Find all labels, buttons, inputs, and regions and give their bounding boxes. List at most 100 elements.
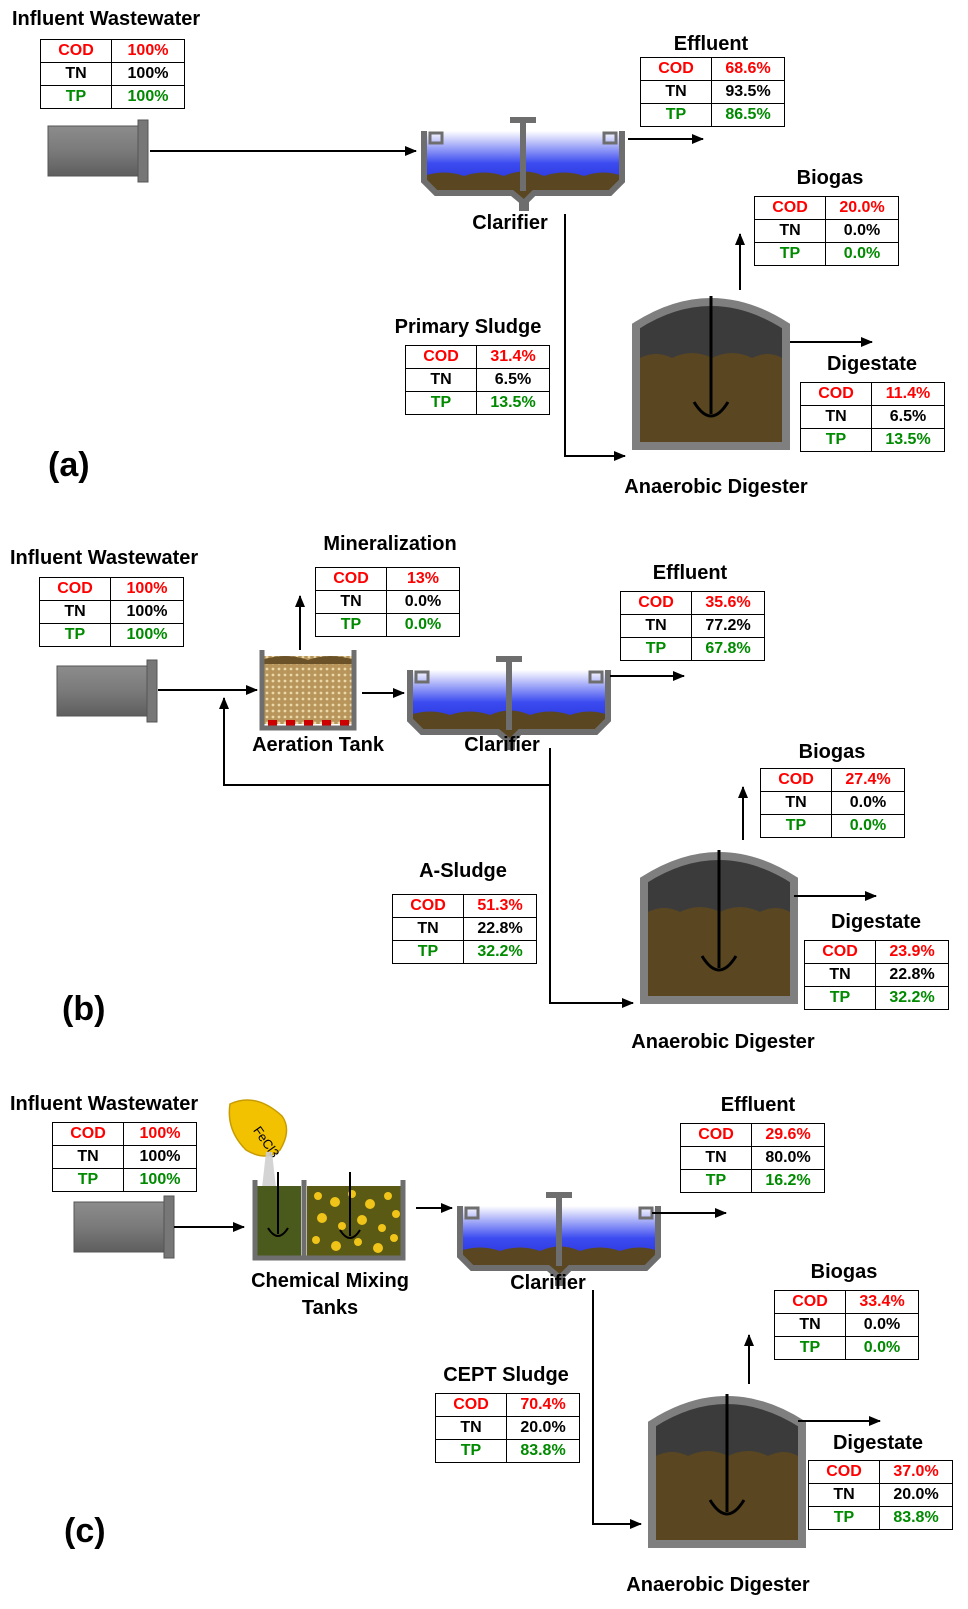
clarifier-label: Clarifier xyxy=(472,212,548,234)
tn-label: TN xyxy=(39,600,111,624)
cod-label: COD xyxy=(640,57,712,81)
tp-label: TP xyxy=(315,613,387,637)
tp-value: 83.8% xyxy=(879,1506,953,1530)
cod-value: 37.0% xyxy=(879,1460,953,1484)
pump-icon xyxy=(56,659,158,723)
clarifier-label: Clarifier xyxy=(464,734,540,756)
biogas-table: COD 27.4% TN 0.0% TP 0.0% xyxy=(760,768,905,838)
cod-value: 68.6% xyxy=(711,57,785,81)
tp-value: 13.5% xyxy=(476,391,550,415)
tn-value: 100% xyxy=(110,600,184,624)
digester-label: Anaerobic Digester xyxy=(631,1031,815,1053)
digester-icon xyxy=(644,850,794,1000)
pump-icon xyxy=(47,119,149,183)
panel-label: (b) xyxy=(62,990,106,1028)
cod-value: 33.4% xyxy=(845,1290,919,1314)
tn-label: TN xyxy=(435,1416,507,1440)
effluent-title: Effluent xyxy=(720,1094,796,1116)
influent-table: COD 100% TN 100% TP 100% xyxy=(52,1122,197,1192)
tp-label: TP xyxy=(435,1439,507,1463)
cod-value: 100% xyxy=(110,577,184,601)
tn-value: 22.8% xyxy=(463,917,537,941)
fecl3-bag-icon: FeCl3 xyxy=(228,1099,288,1188)
cod-label: COD xyxy=(754,196,826,220)
effluent-table: COD 68.6% TN 93.5% TP 86.5% xyxy=(640,57,785,127)
mixing-tanks-icon xyxy=(252,1172,406,1261)
cod-value: 70.4% xyxy=(506,1393,580,1417)
tp-value: 86.5% xyxy=(711,103,785,127)
tn-label: TN xyxy=(405,368,477,392)
effluent-title: Effluent xyxy=(652,562,728,584)
cod-value: 100% xyxy=(111,39,185,63)
panel-label: (a) xyxy=(48,446,90,484)
digester-label: Anaerobic Digester xyxy=(624,476,808,498)
tn-value: 0.0% xyxy=(386,590,460,614)
influent-table: COD 100% TN 100% TP 100% xyxy=(40,39,185,109)
clarifier-icon xyxy=(418,117,628,211)
mineralization-table: COD 13% TN 0.0% TP 0.0% xyxy=(315,567,460,637)
tp-value: 0.0% xyxy=(845,1336,919,1360)
tp-value: 0.0% xyxy=(386,613,460,637)
tp-label: TP xyxy=(754,242,826,266)
sludge-arrow xyxy=(549,785,634,1008)
panel-label: (c) xyxy=(64,1512,106,1550)
biogas-title: Biogas xyxy=(796,167,864,189)
cod-label: COD xyxy=(435,1393,507,1417)
tn-label: TN xyxy=(800,405,872,429)
aeration-label: Aeration Tank xyxy=(252,734,384,756)
cod-value: 31.4% xyxy=(476,345,550,369)
tn-label: TN xyxy=(804,963,876,987)
tp-value: 83.8% xyxy=(506,1439,580,1463)
tp-value: 32.2% xyxy=(875,986,949,1010)
effluent-table: COD 35.6% TN 77.2% TP 67.8% xyxy=(620,591,765,661)
biogas-title: Biogas xyxy=(798,741,866,763)
digestate-table: COD 23.9% TN 22.8% TP 32.2% xyxy=(804,940,949,1010)
digestate-title: Digestate xyxy=(830,911,922,933)
tn-value: 20.0% xyxy=(879,1483,953,1507)
sludge-title: A-Sludge xyxy=(419,860,507,882)
recycle-arrow xyxy=(219,697,551,786)
tn-value: 22.8% xyxy=(875,963,949,987)
tp-value: 100% xyxy=(111,85,185,109)
tp-label: TP xyxy=(774,1336,846,1360)
tp-label: TP xyxy=(640,103,712,127)
pump-icon xyxy=(73,1195,175,1259)
cod-label: COD xyxy=(680,1123,752,1147)
influent-title: Influent Wastewater xyxy=(12,8,201,30)
cod-value: 11.4% xyxy=(871,382,945,406)
tn-value: 93.5% xyxy=(711,80,785,104)
tn-value: 77.2% xyxy=(691,614,765,638)
tp-value: 100% xyxy=(123,1168,197,1192)
digester-icon xyxy=(652,1394,802,1544)
tn-value: 0.0% xyxy=(831,791,905,815)
tp-value: 13.5% xyxy=(871,428,945,452)
sludge-table: COD 31.4% TN 6.5% TP 13.5% xyxy=(405,345,550,415)
sludge-title: CEPT Sludge xyxy=(443,1364,569,1386)
cod-value: 20.0% xyxy=(825,196,899,220)
cod-label: COD xyxy=(392,894,464,918)
tn-value: 20.0% xyxy=(506,1416,580,1440)
cod-value: 35.6% xyxy=(691,591,765,615)
influent-title: Influent Wastewater xyxy=(10,547,199,569)
tp-label: TP xyxy=(392,940,464,964)
cod-label: COD xyxy=(39,577,111,601)
tn-value: 6.5% xyxy=(871,405,945,429)
cod-value: 29.6% xyxy=(751,1123,825,1147)
cod-label: COD xyxy=(52,1122,124,1146)
mineralization-title: Mineralization xyxy=(323,533,457,555)
cod-label: COD xyxy=(315,567,387,591)
tn-label: TN xyxy=(620,614,692,638)
digestate-title: Digestate xyxy=(826,353,918,375)
biogas-title: Biogas xyxy=(810,1261,878,1283)
digestate-table: COD 11.4% TN 6.5% TP 13.5% xyxy=(800,382,945,452)
tp-value: 32.2% xyxy=(463,940,537,964)
effluent-table: COD 29.6% TN 80.0% TP 16.2% xyxy=(680,1123,825,1193)
tn-value: 80.0% xyxy=(751,1146,825,1170)
biogas-table: COD 33.4% TN 0.0% TP 0.0% xyxy=(774,1290,919,1360)
cod-label: COD xyxy=(760,768,832,792)
tp-value: 0.0% xyxy=(825,242,899,266)
tn-value: 6.5% xyxy=(476,368,550,392)
digester-icon xyxy=(636,296,786,446)
cod-label: COD xyxy=(40,39,112,63)
